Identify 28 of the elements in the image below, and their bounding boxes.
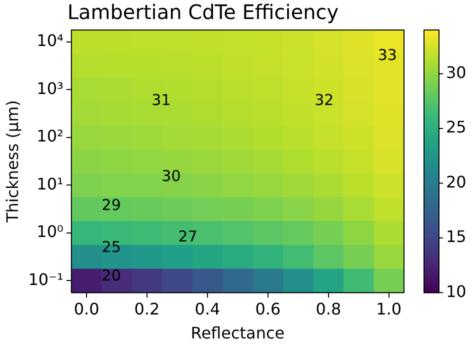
- annotation: 27: [178, 227, 198, 246]
- y-tick-label: 10¹: [36, 174, 64, 194]
- x-tick-label: 0.8: [316, 299, 342, 318]
- color-bar-label: 20: [446, 172, 466, 192]
- chart-title: Lambertian CdTe Efficiency: [67, 0, 339, 24]
- annotation: 29: [102, 196, 121, 214]
- annotation: 31: [152, 90, 171, 109]
- x-tick-label: 0.6: [255, 299, 281, 318]
- color-bar-label: 25: [446, 118, 466, 137]
- y-tick-label: 10⁻¹: [28, 270, 64, 289]
- y-axis-title: Thickness (µm): [2, 100, 22, 224]
- annotation: 20: [102, 266, 121, 285]
- x-tick-label: 0.0: [74, 299, 100, 318]
- y-tick-label: 10³: [36, 78, 64, 98]
- y-tick-label: 10²: [36, 126, 64, 146]
- annotation: 30: [162, 166, 181, 185]
- color-bar-label: 10: [446, 282, 466, 301]
- annotation: 32: [314, 90, 334, 109]
- x-tick-label: 1.0: [376, 299, 402, 318]
- x-tick-label: 0.2: [134, 299, 160, 318]
- y-tick-label: 10⁴: [36, 31, 64, 50]
- color-bar-label: 15: [446, 227, 466, 246]
- y-tick-label: 10⁰: [36, 222, 64, 242]
- annotation: 33: [378, 46, 397, 64]
- annotation: 25: [102, 238, 121, 256]
- x-tick-label: 0.4: [194, 299, 220, 318]
- x-axis-title: Reflectance: [190, 324, 285, 343]
- color-bar-label: 30: [446, 62, 466, 82]
